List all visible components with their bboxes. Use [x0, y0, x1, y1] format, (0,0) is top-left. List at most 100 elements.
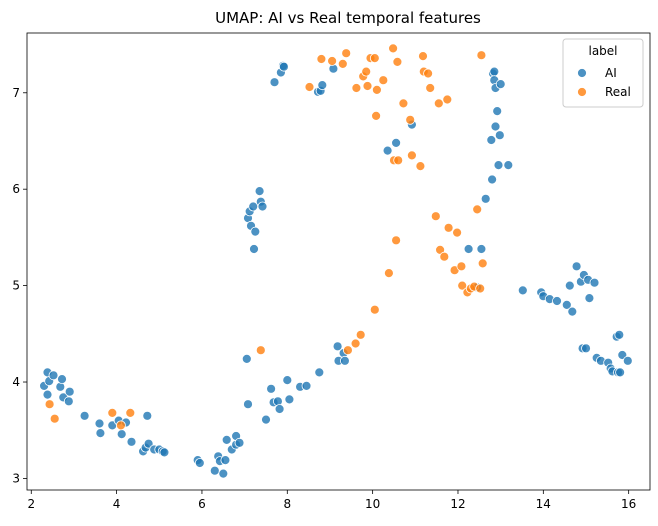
point-ai [495, 79, 506, 89]
point-ai [339, 355, 350, 366]
point-real [378, 75, 389, 86]
point-ai [382, 145, 393, 156]
point-real [369, 53, 380, 63]
point-ai [503, 160, 514, 171]
point-ai [42, 389, 53, 400]
point-ai [48, 370, 59, 381]
point-ai [142, 410, 153, 421]
point-ai [218, 468, 229, 479]
y-tick-label: 6 [12, 182, 20, 196]
point-ai [581, 343, 591, 354]
point-real [457, 280, 468, 291]
y-tick-label: 5 [12, 279, 20, 293]
point-ai [284, 394, 295, 405]
point-real [398, 98, 409, 109]
x-tick-label: 14 [536, 497, 551, 511]
point-ai [476, 244, 487, 254]
point-ai [486, 135, 497, 145]
point-ai [332, 341, 343, 352]
x-tick-label: 2 [27, 497, 35, 511]
point-real [439, 251, 450, 262]
point-real [316, 54, 327, 64]
point-real [341, 48, 352, 59]
point-ai [463, 244, 474, 254]
point-real [442, 94, 453, 105]
point-ai [261, 414, 271, 425]
point-ai [622, 355, 633, 366]
point-ai [317, 80, 328, 90]
point-ai [493, 160, 504, 171]
point-real [475, 283, 486, 294]
y-tick-label: 3 [12, 471, 20, 485]
point-real [425, 83, 436, 93]
point-ai [220, 455, 231, 466]
point-ai [301, 380, 312, 391]
point-ai [243, 399, 253, 410]
point-real [443, 222, 454, 233]
point-ai [615, 367, 625, 378]
x-tick-label: 6 [198, 497, 206, 511]
point-ai [234, 437, 245, 448]
point-ai [494, 130, 505, 141]
point-real [304, 82, 315, 92]
point-real [423, 68, 434, 79]
point-ai [221, 434, 232, 445]
point-real [355, 329, 366, 340]
point-real [433, 98, 444, 109]
point-real [383, 268, 394, 279]
point-real [452, 227, 463, 238]
x-tick-label: 4 [113, 497, 121, 511]
point-ai [552, 296, 562, 306]
point-ai [517, 285, 528, 296]
point-ai [241, 353, 252, 364]
point-real [472, 204, 483, 215]
chart-title: UMAP: AI vs Real temporal features [215, 9, 481, 27]
point-real [391, 235, 402, 246]
point-ai [57, 374, 67, 385]
point-ai [480, 193, 491, 204]
point-real [350, 338, 361, 349]
point-ai [584, 293, 595, 304]
point-real [405, 114, 416, 125]
point-ai [489, 66, 500, 77]
point-ai [278, 61, 289, 72]
point-ai [194, 458, 205, 468]
point-real [44, 399, 55, 410]
data-points [39, 43, 633, 479]
point-real [456, 261, 467, 272]
point-real [415, 161, 426, 172]
point-real [418, 51, 428, 61]
point-ai [63, 396, 74, 407]
point-real [342, 345, 353, 356]
legend-title: label [588, 44, 617, 58]
legend-marker-ai [577, 68, 587, 78]
point-real [327, 56, 338, 66]
point-ai [314, 367, 325, 378]
point-real [351, 83, 362, 93]
point-ai [492, 106, 503, 116]
point-ai [250, 226, 261, 237]
point-ai [567, 306, 578, 317]
x-tick-label: 16 [621, 497, 636, 511]
point-ai [159, 447, 170, 458]
point-real [476, 50, 487, 61]
point-real [337, 59, 348, 69]
point-ai [94, 418, 105, 429]
point-ai [257, 201, 268, 212]
point-real [362, 81, 373, 91]
point-real [371, 111, 382, 121]
y-axis-ticks: 3 4 5 6 7 [12, 86, 27, 485]
x-axis-ticks: 2 4 6 8 10 12 14 16 [27, 490, 636, 511]
point-ai [269, 77, 280, 88]
point-ai [79, 410, 90, 421]
point-real [125, 407, 136, 418]
point-ai [249, 244, 259, 254]
point-real [406, 150, 417, 161]
point-real [107, 407, 118, 418]
point-ai [116, 429, 127, 440]
point-real [393, 155, 404, 166]
point-real [388, 43, 399, 54]
point-real [49, 413, 60, 424]
point-ai [564, 280, 575, 291]
